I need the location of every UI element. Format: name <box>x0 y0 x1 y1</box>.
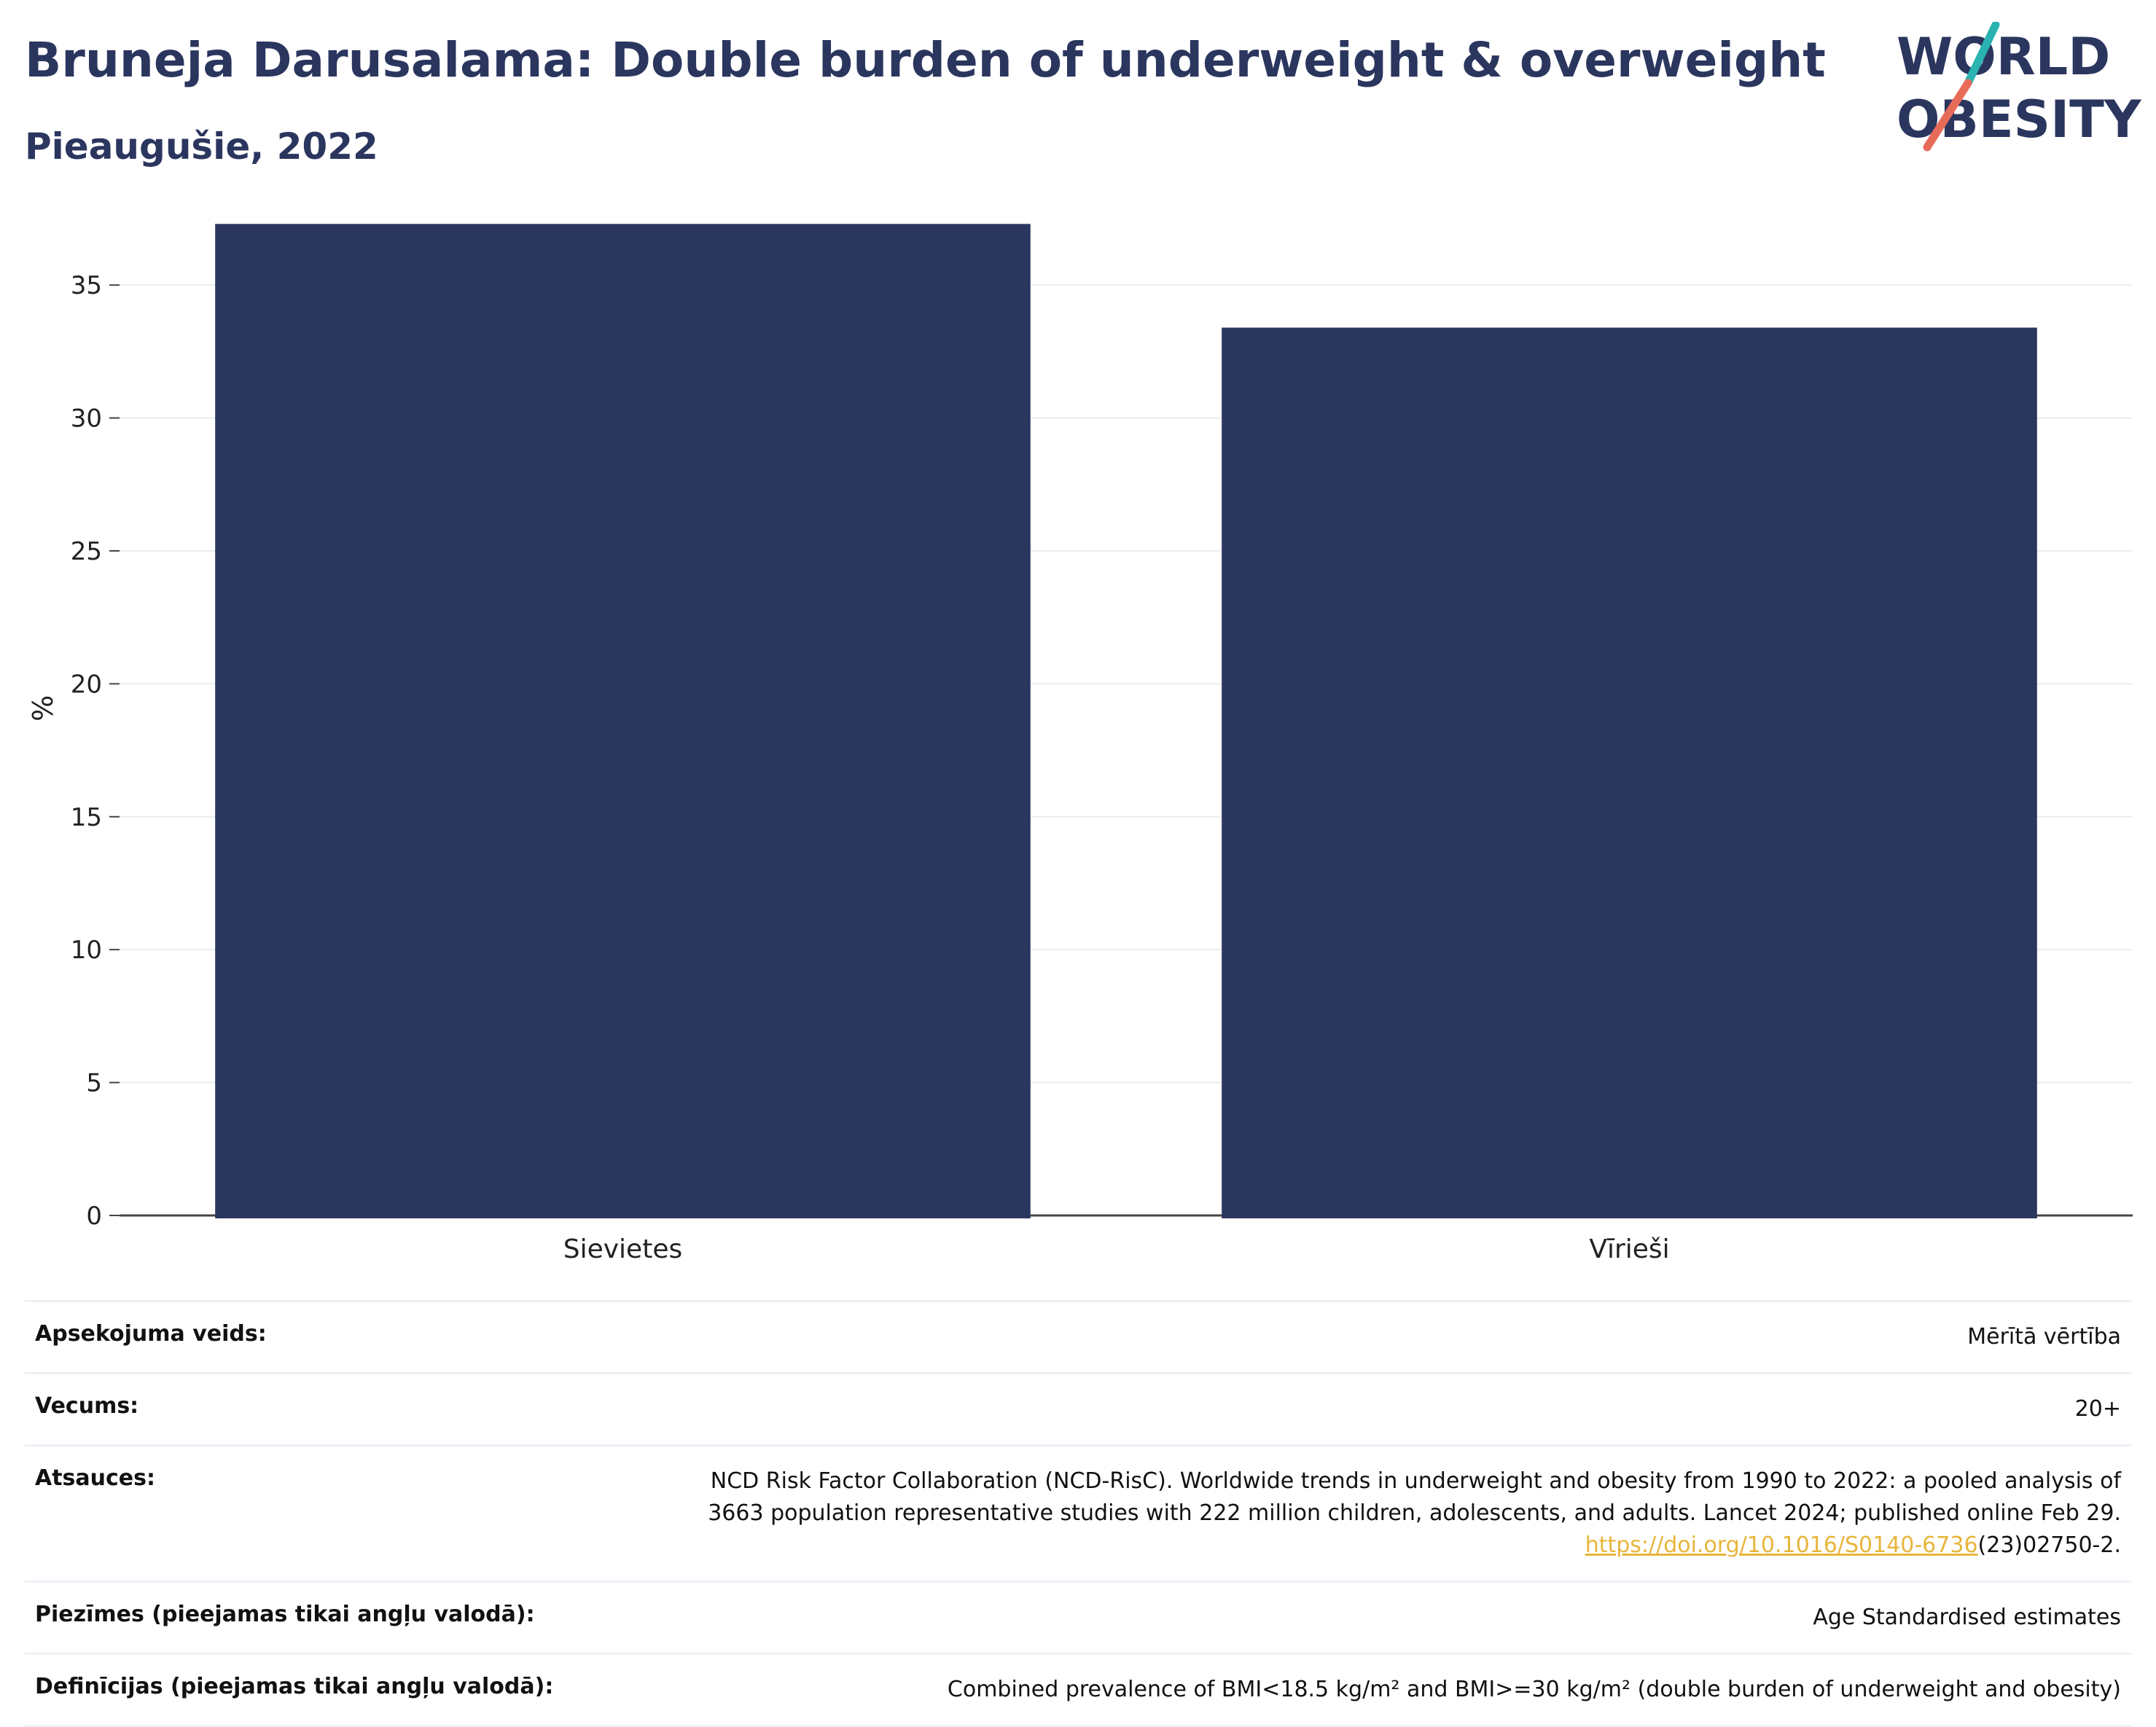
metadata-table: Apsekojuma veids: Mērītā vērtība Vecums:… <box>25 1300 2131 1727</box>
bar-sievietes <box>215 224 1031 1218</box>
x-category-label: Sievietes <box>563 1234 682 1264</box>
meta-key: Vecums: <box>35 1393 139 1419</box>
meta-value: Age Standardised estimates <box>1813 1605 2121 1630</box>
bar-chart: 0 5 10 15 20 25 30 35 Sievietes Vīrieši % <box>27 224 2133 1264</box>
x-category-labels: Sievietes Vīrieši <box>563 1234 1670 1264</box>
world-obesity-logo: WORLD OBESITY <box>1897 22 2142 152</box>
y-tick-label: 25 <box>71 537 102 566</box>
y-tick-label: 30 <box>71 404 102 434</box>
meta-key: Atsauces: <box>35 1465 155 1491</box>
reference-doi-suffix: (23)02750-2. <box>1977 1532 2121 1558</box>
meta-row-definitions: Definīcijas (pieejamas tikai angļu valod… <box>25 1653 2131 1726</box>
y-tick-label: 10 <box>71 936 102 965</box>
bars <box>215 224 2037 1218</box>
meta-key: Apsekojuma veids: <box>35 1321 267 1347</box>
chart-subtitle: Pieaugušie, 2022 <box>25 125 378 168</box>
reference-doi-link[interactable]: https://doi.org/10.1016/S0140-6736 <box>1585 1532 1978 1558</box>
meta-value: Combined prevalence of BMI<18.5 kg/m² an… <box>947 1677 2121 1702</box>
meta-row-age: Vecums: 20+ <box>25 1373 2131 1446</box>
y-tick-label: 0 <box>86 1202 102 1231</box>
logo-slash-bottom <box>1923 79 1972 152</box>
logo-slash-top <box>1964 22 2000 87</box>
meta-value: 20+ <box>2074 1396 2121 1422</box>
meta-row-notes: Piezīmes (pieejamas tikai angļu valodā):… <box>25 1581 2131 1654</box>
logo-line2: OBESITY <box>1897 90 2142 149</box>
y-tick-label: 5 <box>86 1069 102 1098</box>
meta-key: Piezīmes (pieejamas tikai angļu valodā): <box>35 1602 535 1627</box>
meta-row-references: Atsauces: NCD Risk Factor Collaboration … <box>25 1445 2131 1582</box>
reference-line-1: NCD Risk Factor Collaboration (NCD-RisC)… <box>710 1468 2121 1494</box>
logo-line1: WORLD <box>1897 27 2110 87</box>
y-tick-labels: 0 5 10 15 20 25 30 35 <box>71 271 102 1231</box>
chart-title: Bruneja Darusalama: Double burden of und… <box>25 32 1826 88</box>
y-tick-label: 35 <box>71 271 102 300</box>
x-category-label: Vīrieši <box>1589 1234 1669 1264</box>
meta-row-survey-type: Apsekojuma veids: Mērītā vērtība <box>25 1301 2131 1374</box>
reference-line-2: 3663 population representative studies w… <box>708 1500 2121 1526</box>
bar-virieesi <box>1222 327 2037 1218</box>
meta-value: NCD Risk Factor Collaboration (NCD-RisC)… <box>628 1446 2131 1582</box>
meta-value: Mērītā vērtība <box>1967 1324 2121 1350</box>
y-axis-label: % <box>27 695 59 721</box>
meta-key: Definīcijas (pieejamas tikai angļu valod… <box>35 1674 554 1699</box>
y-tick-label: 20 <box>71 670 102 699</box>
y-tick-label: 15 <box>71 803 102 832</box>
